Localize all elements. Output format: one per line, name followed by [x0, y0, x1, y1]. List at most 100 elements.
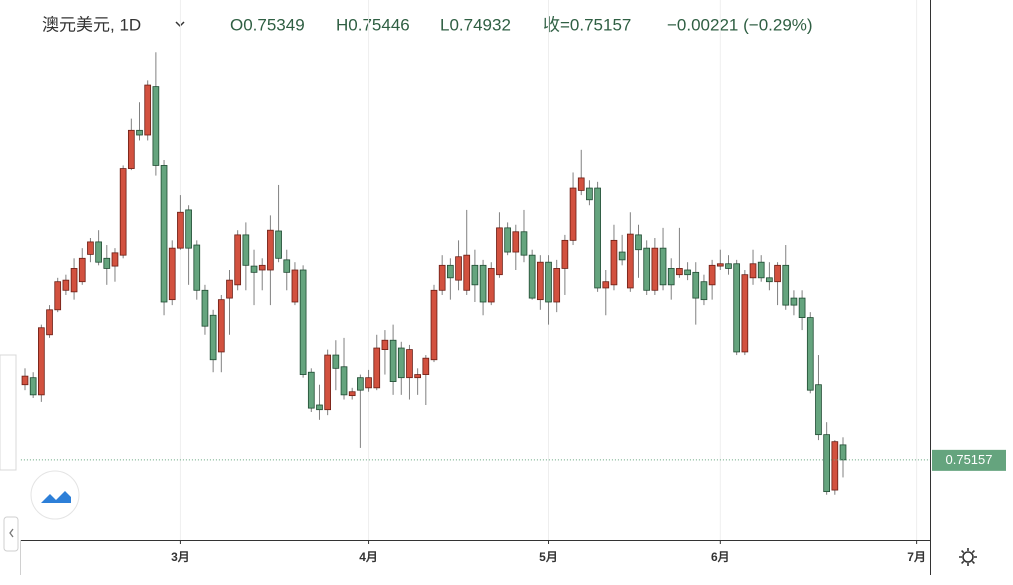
candle-body — [365, 377, 372, 389]
candle — [307, 368, 315, 413]
candle-body — [700, 281, 708, 301]
candle-body — [569, 187, 577, 241]
candle — [823, 422, 830, 495]
candle-body — [381, 339, 389, 350]
candle-body — [62, 279, 70, 291]
candle-body — [798, 297, 806, 319]
candle — [29, 372, 37, 398]
candle — [160, 159, 168, 316]
candle — [38, 324, 45, 402]
candle — [201, 284, 209, 335]
candle — [332, 340, 340, 391]
candle — [463, 209, 471, 295]
candle-body — [234, 234, 242, 286]
gear-teeth — [959, 548, 977, 566]
candle — [815, 355, 822, 441]
candle — [545, 255, 552, 325]
candle-body — [610, 239, 618, 286]
candle — [471, 249, 479, 302]
candle — [577, 149, 585, 196]
x-tick-label: 5月 — [539, 550, 558, 564]
candle — [177, 195, 184, 250]
candle-body — [815, 384, 822, 436]
collapse-arrow — [9, 528, 14, 538]
candle-body — [185, 209, 192, 249]
candle — [373, 334, 381, 391]
candle — [561, 234, 569, 295]
ohlc-change: −0.00221 (−0.29%) — [667, 15, 813, 34]
candle — [267, 215, 274, 306]
candle — [95, 230, 102, 266]
candle — [455, 240, 462, 291]
candle-body — [160, 165, 168, 303]
candle — [741, 270, 749, 356]
candle — [316, 384, 323, 420]
candle-body — [594, 187, 601, 289]
x-tick-label: 3月 — [171, 550, 190, 564]
ohlc-close: 收=0.75157 — [543, 15, 631, 34]
candle-body — [324, 354, 332, 411]
logo[interactable] — [30, 470, 80, 520]
candle-body — [414, 374, 421, 379]
candle — [406, 344, 413, 400]
candle-body — [29, 377, 37, 396]
candle — [553, 259, 561, 313]
candle-body — [430, 289, 438, 361]
candle — [381, 330, 389, 375]
candle — [536, 255, 544, 310]
ohlc-low: L0.74932 — [440, 15, 511, 34]
candle — [831, 440, 839, 495]
last-price-box — [932, 449, 1006, 471]
candle-body — [373, 347, 381, 389]
candle — [234, 230, 242, 291]
candle-body — [127, 129, 135, 169]
candle-body — [635, 234, 642, 251]
candle-body — [471, 264, 479, 286]
candle — [757, 255, 765, 282]
candle-body — [422, 357, 430, 375]
candle-body — [692, 271, 700, 299]
candle-body — [275, 230, 282, 259]
candle — [340, 337, 348, 400]
candle-body — [291, 269, 299, 303]
candle — [168, 240, 176, 306]
candle-body — [447, 264, 454, 279]
candle — [716, 249, 724, 270]
candle — [144, 80, 152, 141]
left-panel-handle[interactable] — [0, 354, 17, 471]
candle — [504, 222, 511, 256]
candle — [119, 165, 127, 259]
candle — [193, 240, 201, 300]
candle-body — [536, 261, 544, 301]
candle-body — [659, 247, 667, 286]
candle-body — [774, 264, 781, 283]
candle-body — [512, 231, 520, 253]
candle — [87, 238, 94, 263]
candle — [414, 368, 421, 395]
x-tick-label: 7月 — [907, 550, 926, 564]
logo-circle[interactable] — [30, 470, 80, 520]
candle — [667, 258, 675, 300]
candle — [62, 274, 70, 295]
candle-body — [504, 227, 511, 253]
candle-body — [708, 264, 716, 286]
candle-body — [348, 391, 356, 397]
candle — [258, 258, 266, 291]
candle — [324, 349, 332, 416]
candle — [447, 258, 454, 300]
candle-body — [741, 274, 749, 353]
candle — [806, 312, 814, 394]
candle — [651, 238, 659, 295]
candle — [659, 227, 667, 291]
candle-body — [87, 241, 94, 255]
candle-body — [479, 264, 487, 303]
settings-gear[interactable] — [959, 548, 977, 566]
candle-body — [177, 211, 184, 249]
candle-body — [78, 257, 86, 283]
candle-body — [21, 375, 29, 386]
candle-body — [602, 281, 610, 289]
candle — [602, 270, 610, 316]
symbol-title: 澳元美元, 1D — [42, 15, 141, 34]
